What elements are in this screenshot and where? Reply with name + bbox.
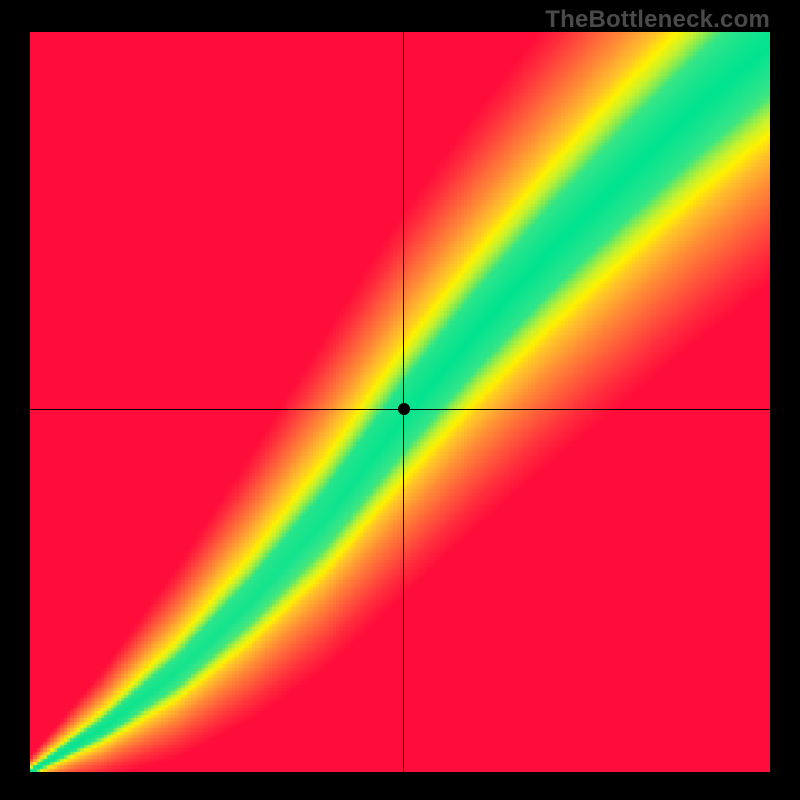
heatmap-canvas xyxy=(30,32,770,772)
watermark-text: TheBottleneck.com xyxy=(545,6,770,34)
bottleneck-heatmap xyxy=(30,32,770,772)
crosshair-vertical xyxy=(403,32,404,772)
chart-frame: TheBottleneck.com xyxy=(0,0,800,800)
selection-marker xyxy=(398,403,410,415)
